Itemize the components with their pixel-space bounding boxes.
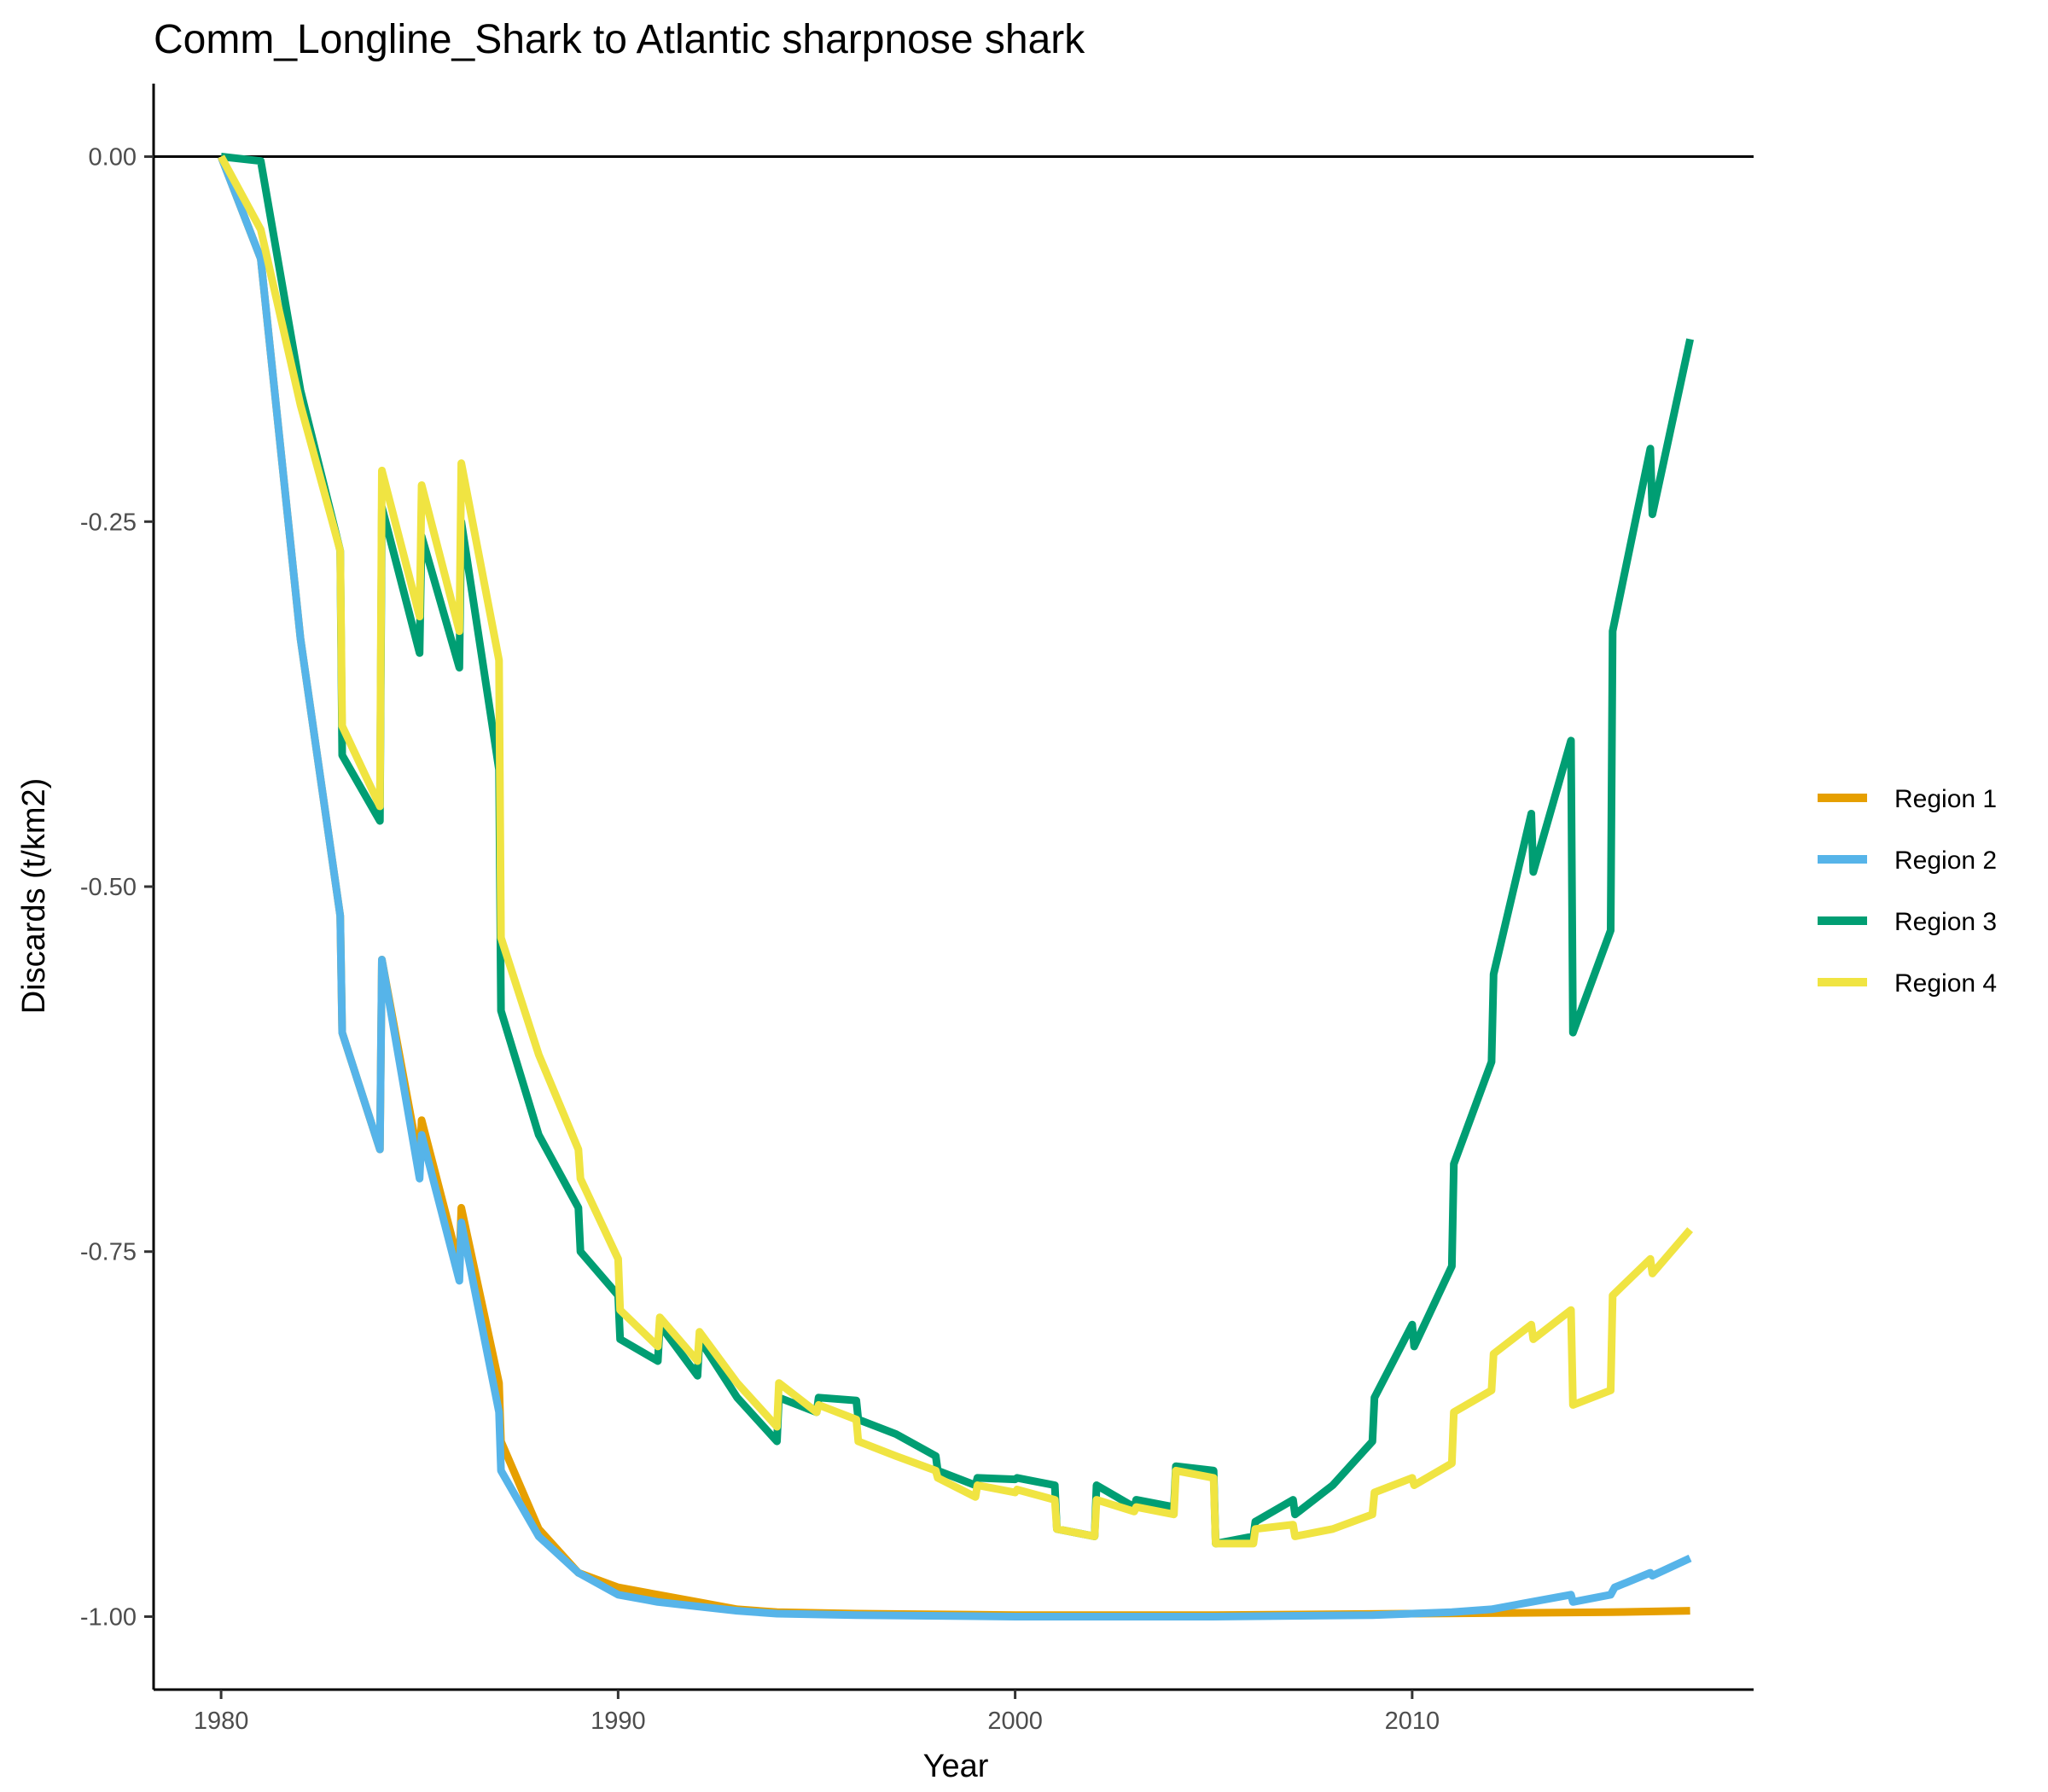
series-line-region-2 <box>217 154 1692 1620</box>
chart-title: Comm_Longline_Shark to Atlantic sharpnos… <box>154 17 1085 62</box>
axes: 1980 1990 2000 2010 0.00 -0.25 -0.50 -0.75 -1.00 <box>80 84 1754 1735</box>
legend-label-region-3: Region 3 <box>1894 908 1997 936</box>
legend: Region 1 Region 2 Region 3 Region 4 <box>1818 785 1997 998</box>
x-tick-label: 1990 <box>591 1708 646 1735</box>
x-tick-label: 2010 <box>1385 1708 1440 1735</box>
legend-label-region-2: Region 2 <box>1894 847 1997 875</box>
series-line-region-4 <box>218 154 1694 1548</box>
legend-label-region-1: Region 1 <box>1894 785 1997 813</box>
legend-label-region-4: Region 4 <box>1894 969 1997 998</box>
x-tick-label: 2000 <box>987 1708 1043 1735</box>
x-tick-label: 1980 <box>194 1708 249 1735</box>
y-tick-label: -0.25 <box>80 509 137 536</box>
plot-area <box>154 153 1754 1620</box>
y-tick-label: 0.00 <box>89 144 137 172</box>
y-axis-title: Discards (t/km2) <box>16 778 52 1015</box>
x-axis-title: Year <box>923 1748 989 1784</box>
y-tick-label: -1.00 <box>80 1603 137 1631</box>
y-tick-label: -0.75 <box>80 1239 137 1266</box>
y-tick-label: -0.50 <box>80 874 137 901</box>
